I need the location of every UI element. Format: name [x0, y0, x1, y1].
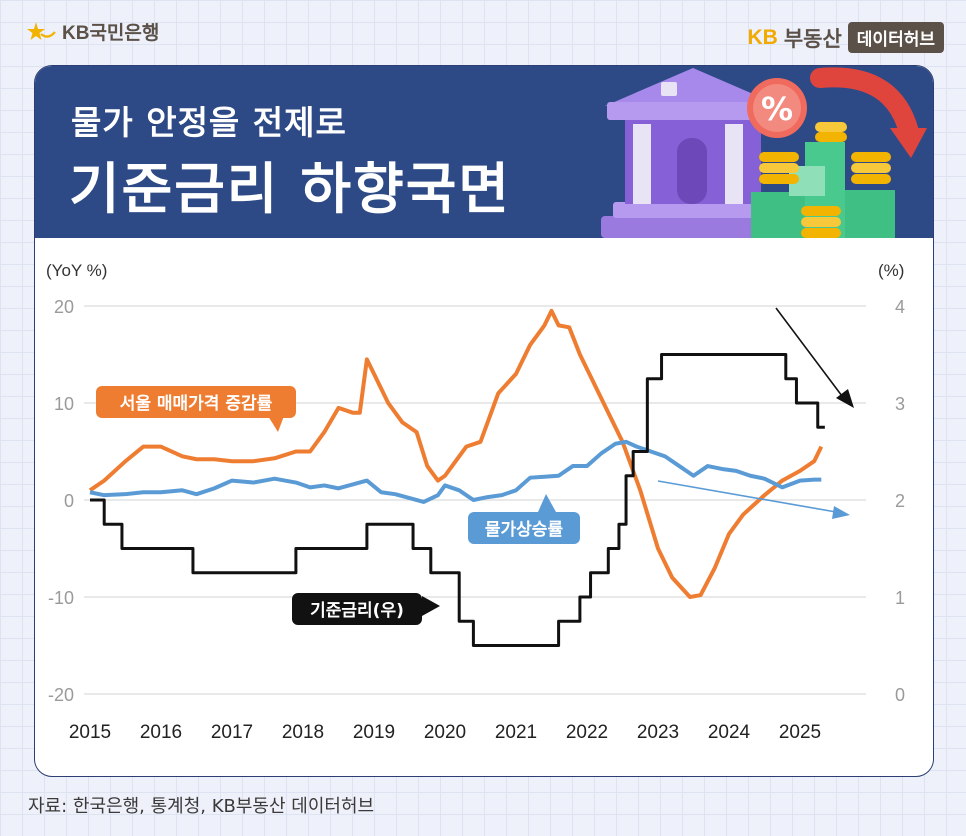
seoul-price-callout: 서울 매매가격 증감률: [96, 386, 296, 432]
left-tick-label: 20: [54, 297, 74, 317]
source-note: 자료: 한국은행, 통계청, KB부동산 데이터허브: [28, 796, 375, 817]
series-line-2: [89, 439, 822, 504]
cpi-callout-tail: [538, 494, 556, 512]
title-line-2: 기준금리 하향국면: [69, 157, 511, 221]
x-tick-label: 2016: [140, 722, 182, 743]
right-tick-label: 1: [895, 588, 905, 608]
x-tick-label: 2021: [495, 722, 537, 743]
x-tick-label: 2017: [211, 722, 253, 743]
title-banner: 물가 안정을 전제로 기준금리 하향국면 %: [35, 66, 933, 238]
cpi-trend-arrowhead: [832, 506, 850, 519]
kb-bank-logo: KB국민은행: [26, 18, 159, 45]
kb-bank-name: KB국민은행: [62, 23, 160, 44]
cpi-callout-text: 물가상승률: [485, 520, 564, 540]
series-line-3: [90, 353, 825, 647]
right-tick-label: 3: [895, 394, 905, 414]
datahub-pill: 데이터허브: [847, 22, 944, 53]
kb-realestate-logo: KB 부동산 데이터허브: [747, 22, 944, 53]
rate-trend-arrow-line: [775, 307, 843, 397]
rate-callout: 기준금리(우): [292, 593, 440, 625]
left-tick-label: -20: [48, 685, 74, 705]
left-axis-label: (YoY %): [46, 261, 107, 280]
x-tick-label: 2020: [424, 722, 466, 743]
x-tick-label: 2015: [69, 722, 111, 743]
x-tick-label: 2022: [566, 722, 608, 743]
seoul-price-callout-box: [96, 386, 296, 418]
left-tick-label: 0: [64, 491, 74, 511]
x-tick-label: 2023: [637, 722, 679, 743]
right-axis-label: (%): [878, 261, 904, 280]
rate-trend-arrowhead: [836, 389, 854, 408]
x-tick-label: 2019: [353, 722, 395, 743]
x-tick-label: 2018: [282, 722, 324, 743]
kb-realestate-name: 부동산: [783, 27, 842, 51]
rate-callout-text: 기준금리(우): [310, 601, 404, 621]
title-line-1: 물가 안정을 전제로: [71, 103, 347, 142]
series-line-1: [88, 308, 824, 599]
svg-text:%: %: [761, 90, 793, 128]
rate-callout-box: [292, 593, 422, 625]
right-tick-label: 4: [895, 297, 905, 317]
x-tick-label: 2025: [779, 722, 821, 743]
kb-mark: KB: [747, 25, 778, 49]
left-tick-label: 10: [54, 394, 74, 414]
kb-star-icon: [27, 21, 56, 40]
right-tick-label: 0: [895, 685, 905, 705]
left-tick-label: -10: [48, 588, 74, 608]
bank-money-illustration: %: [601, 67, 927, 238]
chart-card: 물가 안정을 전제로 기준금리 하향국면 %: [34, 65, 934, 777]
seoul-price-callout-text: 서울 매매가격 증감률: [120, 394, 273, 414]
right-tick-label: 2: [895, 491, 905, 511]
rate-callout-tail: [422, 596, 440, 616]
seoul-price-callout-tail: [268, 416, 284, 432]
cpi-trend-arrow-line: [657, 480, 837, 513]
cpi-callout-box: [468, 512, 580, 544]
cpi-callout: 물가상승률: [468, 494, 580, 544]
x-tick-label: 2024: [708, 722, 751, 743]
